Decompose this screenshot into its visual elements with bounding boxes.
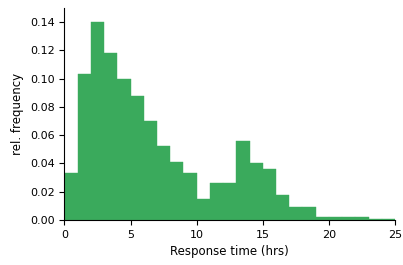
Bar [263, 169, 276, 220]
Bar [223, 183, 236, 220]
Bar [276, 195, 289, 220]
Bar [382, 219, 395, 220]
Bar [368, 219, 382, 220]
Bar [289, 207, 302, 220]
Bar [316, 217, 329, 220]
Bar [302, 207, 316, 220]
Bar [183, 173, 197, 220]
Bar [104, 53, 117, 220]
Bar [342, 217, 355, 220]
Bar [157, 147, 170, 220]
Bar [329, 217, 342, 220]
Bar [64, 173, 78, 220]
Bar [91, 22, 104, 220]
Bar [210, 183, 223, 220]
Bar [144, 121, 157, 220]
Bar [249, 164, 263, 220]
Y-axis label: rel. frequency: rel. frequency [11, 73, 25, 155]
Bar [117, 79, 131, 220]
X-axis label: Response time (hrs): Response time (hrs) [170, 245, 289, 258]
Bar [197, 199, 210, 220]
Bar [355, 217, 368, 220]
Bar [170, 162, 183, 220]
Bar [78, 74, 91, 220]
Bar [236, 141, 249, 220]
Bar [131, 96, 144, 220]
